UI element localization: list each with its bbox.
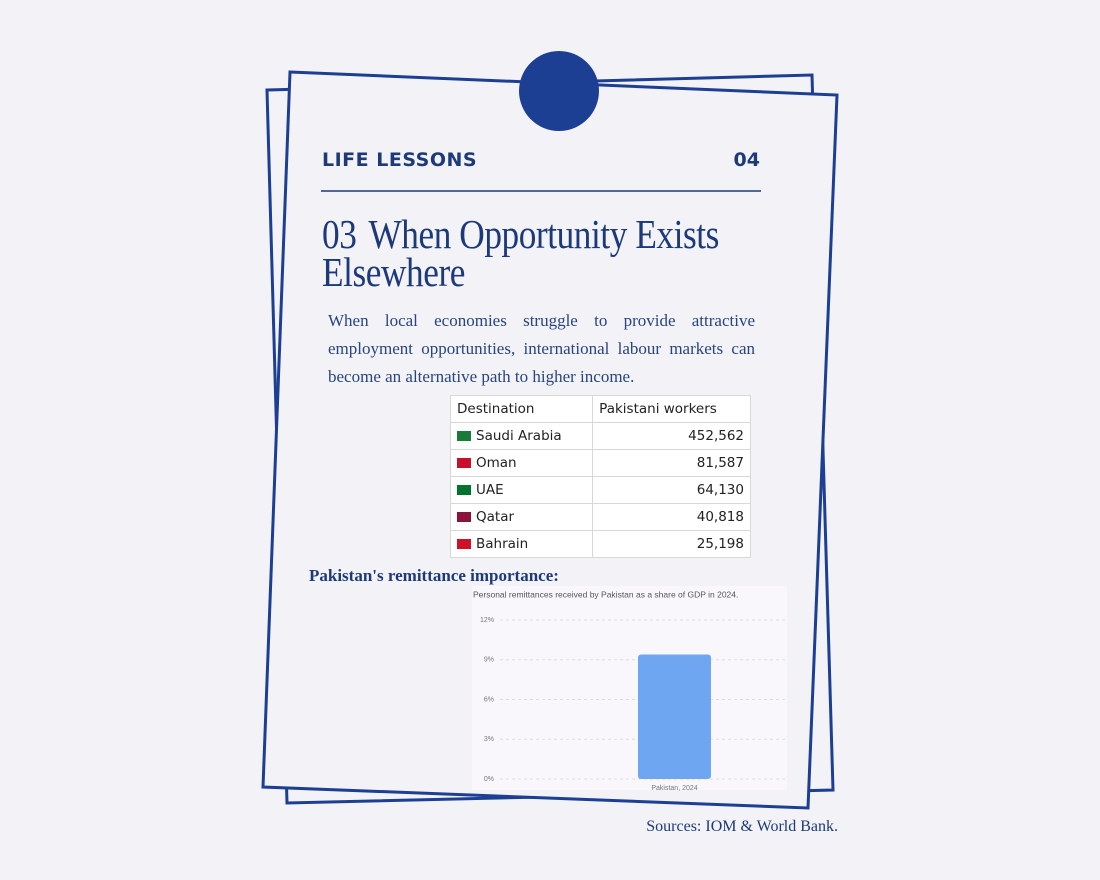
y-tick-label: 6% xyxy=(484,696,494,703)
y-tick-label: 3% xyxy=(484,736,494,743)
column-header: Destination xyxy=(449,395,594,423)
bar xyxy=(638,654,711,779)
heading: 03 When Opportunity Exists Elsewhere xyxy=(322,214,735,293)
heading-number: 03 xyxy=(322,211,357,257)
destination: Saudi Arabia xyxy=(476,428,562,444)
flag xyxy=(457,512,471,522)
flag xyxy=(457,431,471,441)
chart: Personal remittances received by Pakista… xyxy=(473,589,785,792)
section-label: LIFE LESSONS xyxy=(322,149,478,171)
header-row: Destination Pakistani workers xyxy=(449,395,751,423)
flag xyxy=(457,485,471,495)
chart-heading: Pakistan's remittance importance: xyxy=(309,566,559,585)
destination: Qatar xyxy=(476,509,515,525)
destination: UAE xyxy=(476,482,504,498)
destination-cell: Saudi Arabia xyxy=(449,422,594,450)
workers-cell: 40,818 xyxy=(592,503,751,531)
destination-cell: Oman xyxy=(449,449,594,477)
table-row: Saudi Arabia 452,562 xyxy=(449,422,751,450)
column-header: Pakistani workers xyxy=(592,395,751,423)
workers-cell: 452,562 xyxy=(592,422,751,450)
destination: Oman xyxy=(476,455,517,471)
flag xyxy=(457,539,471,549)
table-row: UAE 64,130 xyxy=(449,476,751,504)
table-row: Oman 81,587 xyxy=(449,449,751,477)
page-number: 04 xyxy=(733,149,760,171)
y-tick-label: 0% xyxy=(484,776,494,783)
destination: Bahrain xyxy=(476,536,529,552)
flag xyxy=(457,458,471,468)
chart-panel xyxy=(472,586,787,790)
workers-cell: 81,587 xyxy=(592,449,751,477)
destination-cell: Qatar xyxy=(449,503,594,531)
y-tick-label: 12% xyxy=(480,617,494,624)
table-row: Qatar 40,818 xyxy=(449,503,751,531)
y-tick-label: 9% xyxy=(484,657,494,664)
body-text: When local economies struggle to provide… xyxy=(328,311,755,386)
pin xyxy=(519,51,599,131)
chart-subtitle: Personal remittances received by Pakista… xyxy=(473,589,738,599)
destination-cell: Bahrain xyxy=(449,530,594,558)
x-tick-label: Pakistan, 2024 xyxy=(651,785,697,792)
heading-title: When Opportunity Exists Elsewhere xyxy=(322,211,719,295)
workers-cell: 25,198 xyxy=(592,530,751,558)
sources: Sources: IOM & World Bank. xyxy=(646,818,838,835)
workers-cell: 64,130 xyxy=(592,476,751,504)
workers-table: Destination Pakistani workers Saudi Arabia… xyxy=(449,395,751,558)
destination-cell: UAE xyxy=(449,476,594,504)
table-row: Bahrain 25,198 xyxy=(449,530,751,558)
